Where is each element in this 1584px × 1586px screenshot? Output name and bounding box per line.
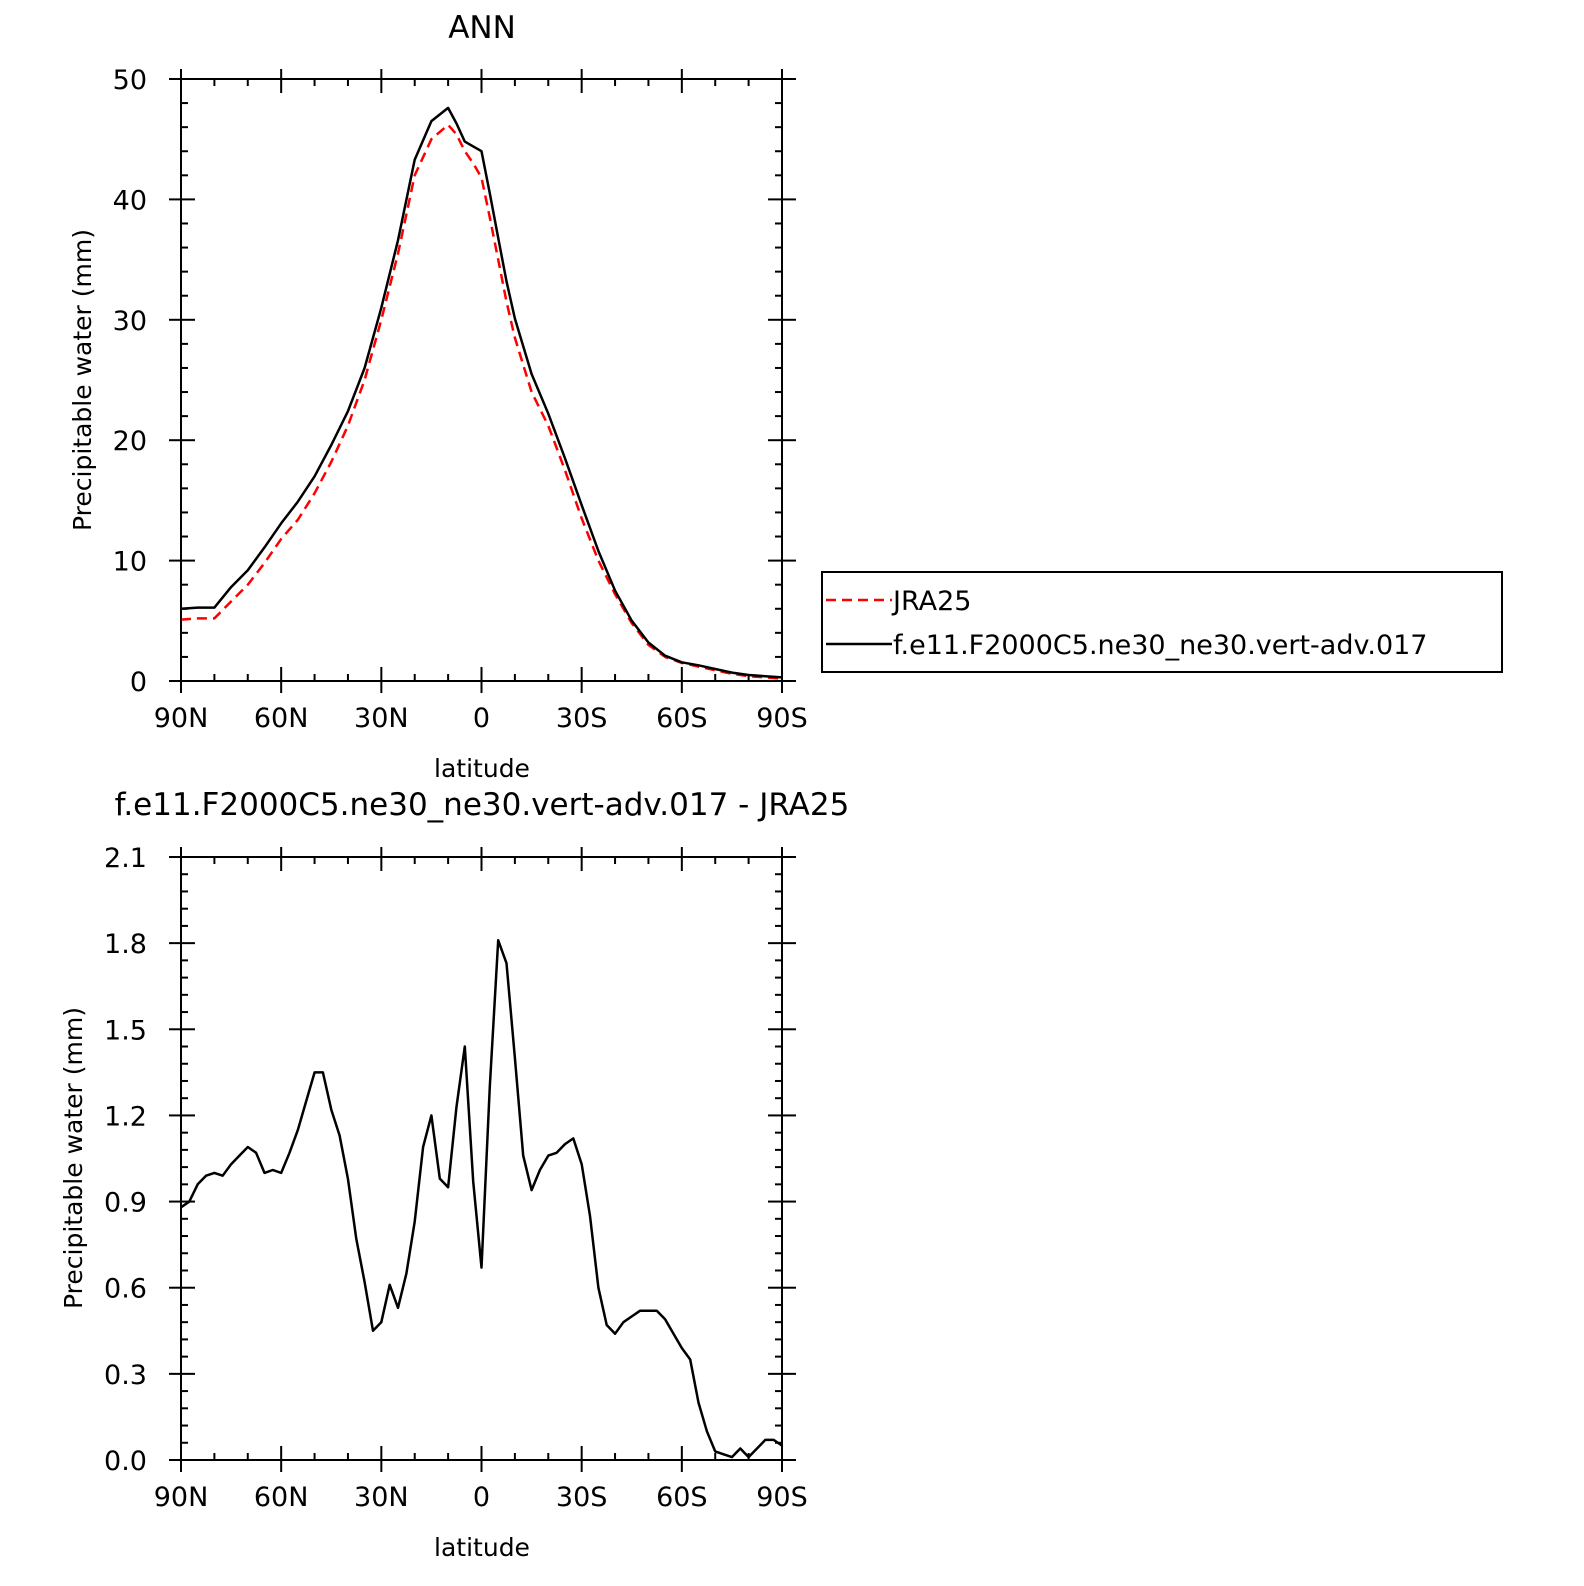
chart-title: ANN bbox=[448, 10, 516, 46]
legend-box bbox=[821, 571, 1503, 673]
legend: JRA25 f.e11.F2000C5.ne30_ne30.vert-adv.0… bbox=[821, 571, 1503, 673]
x-tick-label: 60N bbox=[254, 703, 309, 734]
x-tick-label: 30N bbox=[354, 1482, 409, 1513]
x-tick-label: 30S bbox=[556, 703, 608, 734]
x-axis-label: latitude bbox=[434, 754, 530, 783]
series-lines bbox=[180, 106, 783, 680]
y-tick-label: 0.3 bbox=[104, 1360, 147, 1391]
y-axis-label: Precipitable water (mm) bbox=[59, 1007, 88, 1309]
x-tick-label: 30S bbox=[556, 1482, 608, 1513]
y-tick-label: 40 bbox=[113, 185, 147, 216]
y-axis-label: Precipitable water (mm) bbox=[68, 229, 97, 531]
y-tick-label: 0.0 bbox=[104, 1446, 147, 1477]
x-tick-labels: 90N 60N 30N 0 30S 60S 90S bbox=[154, 703, 808, 734]
y-tick-label: 1.5 bbox=[104, 1015, 147, 1046]
series-lines bbox=[180, 939, 783, 1459]
legend-label-model: f.e11.F2000C5.ne30_ne30.vert-adv.017 bbox=[893, 630, 1427, 661]
x-tick-labels: 90N 60N 30N 0 30S 60S 90S bbox=[154, 1482, 808, 1513]
series-line-f-e11-f2000c5-ne30-ne30-vert-adv-017 bbox=[180, 106, 783, 679]
legend-label-jra25: JRA25 bbox=[891, 586, 971, 617]
y-tick-label: 2.1 bbox=[104, 843, 147, 874]
y-tick-labels: 0.0 0.3 0.6 0.9 1.2 1.5 1.8 2.1 bbox=[104, 843, 147, 1477]
x-tick-label: 90N bbox=[154, 1482, 209, 1513]
y-tick-label: 1.8 bbox=[104, 929, 147, 960]
x-tick-label: 0 bbox=[473, 703, 490, 734]
series-line-difference bbox=[180, 939, 783, 1459]
x-tick-label: 90S bbox=[756, 1482, 808, 1513]
bottom-chart: f.e11.F2000C5.ne30_ne30.vert-adv.017 - J… bbox=[59, 787, 849, 1562]
x-tick-label: 60S bbox=[656, 1482, 708, 1513]
y-tick-label: 0 bbox=[130, 667, 147, 698]
plot-frame bbox=[180, 78, 783, 682]
y-tick-label: 10 bbox=[113, 547, 147, 578]
x-tick-label: 90N bbox=[154, 703, 209, 734]
y-tick-label: 0.9 bbox=[104, 1188, 147, 1219]
y-tick-label: 50 bbox=[113, 65, 147, 96]
axis-ticks bbox=[169, 847, 796, 1472]
y-tick-label: 0.6 bbox=[104, 1274, 147, 1305]
x-tick-label: 60S bbox=[656, 703, 708, 734]
y-tick-labels: 0 10 20 30 40 50 bbox=[113, 65, 147, 698]
y-tick-label: 1.2 bbox=[104, 1101, 147, 1132]
x-tick-label: 0 bbox=[473, 1482, 490, 1513]
y-tick-label: 30 bbox=[113, 306, 147, 337]
x-tick-label: 60N bbox=[254, 1482, 309, 1513]
top-chart: ANN 90N 60N 30N 0 30S 60S 90S 0 10 20 30 40 50 lati… bbox=[68, 10, 808, 783]
chart-title: f.e11.F2000C5.ne30_ne30.vert-adv.017 - J… bbox=[115, 787, 850, 823]
y-tick-label: 20 bbox=[113, 426, 147, 457]
x-tick-label: 90S bbox=[756, 703, 808, 734]
plot-frame bbox=[180, 856, 783, 1461]
x-tick-label: 30N bbox=[354, 703, 409, 734]
x-axis-label: latitude bbox=[434, 1533, 530, 1562]
